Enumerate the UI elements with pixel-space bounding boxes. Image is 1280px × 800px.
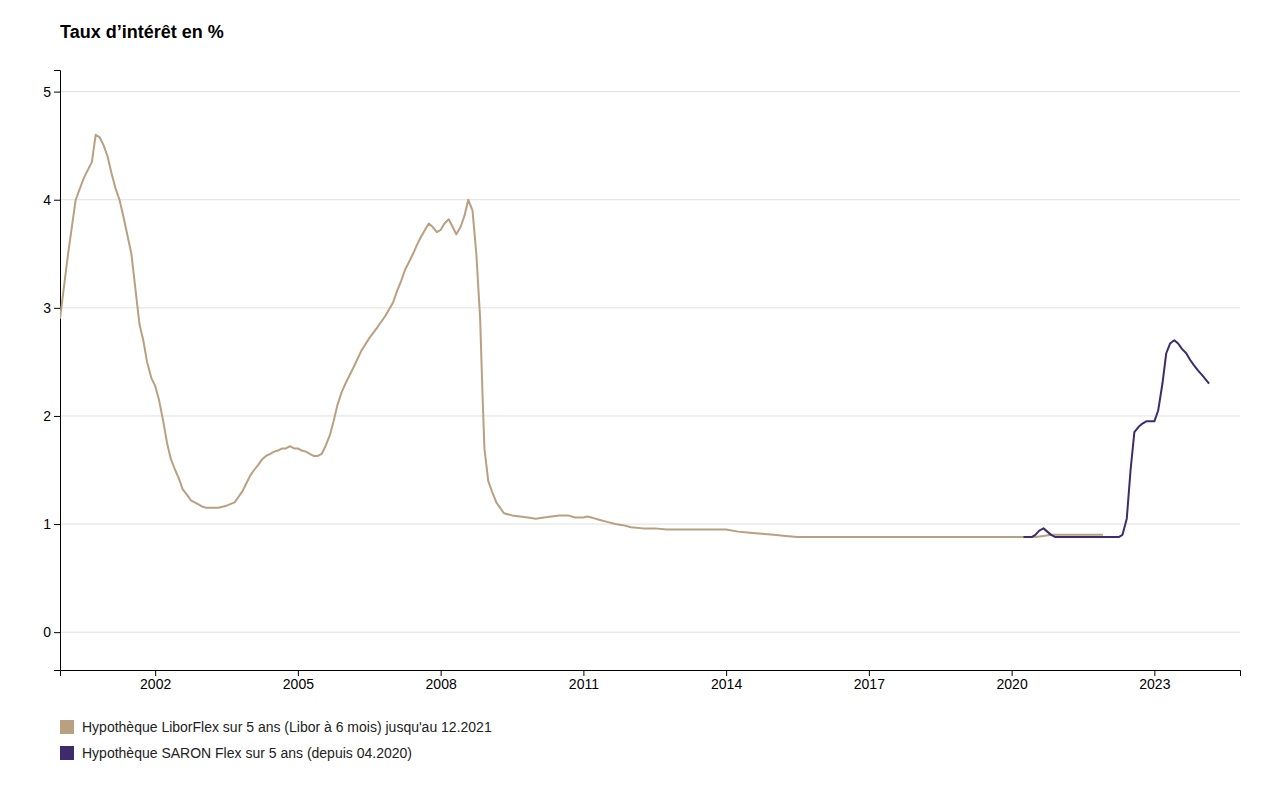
- tick-mark: [54, 308, 60, 309]
- tick: 2008: [426, 670, 457, 692]
- legend-swatch: [60, 746, 74, 760]
- tick-label: 2002: [140, 676, 171, 692]
- tick-label: 2014: [711, 676, 742, 692]
- tick: 2002: [140, 670, 171, 692]
- tick: 2: [43, 408, 60, 424]
- tick: 4: [43, 192, 60, 208]
- x-axis: 2002 2005 2008 2011 2014 2017 2020 2023: [61, 670, 1241, 692]
- tick: 5: [43, 84, 60, 100]
- tick-mark: [54, 416, 60, 417]
- tick: 2017: [854, 670, 885, 692]
- grid: [60, 92, 1240, 633]
- y-axis: 0 1 2 3 4 5: [43, 71, 60, 671]
- tick-label: 2011: [569, 676, 599, 692]
- legend-item: Hypothèque LiborFlex sur 5 ans (Libor à …: [60, 719, 492, 735]
- legend: Hypothèque LiborFlex sur 5 ans (Libor à …: [60, 719, 492, 761]
- axis-line: [61, 671, 1241, 677]
- tick-label: 2023: [1139, 676, 1170, 692]
- tick-label: 2008: [426, 676, 457, 692]
- legend-item: Hypothèque SARON Flex sur 5 ans (depuis …: [60, 745, 412, 761]
- tick-mark: [54, 200, 60, 201]
- legend-swatch: [60, 720, 74, 734]
- legend-label: Hypothèque LiborFlex sur 5 ans (Libor à …: [82, 719, 492, 735]
- tick: 1: [43, 516, 60, 532]
- plot: 2002 2005 2008 2011 2014 2017 2020 2023 0 1 2 3 4 5: [43, 71, 1240, 692]
- tick-label: 4: [43, 192, 51, 208]
- grid-line: [60, 307, 1240, 308]
- grid-line: [60, 415, 1240, 416]
- grid-line: [60, 91, 1240, 92]
- tick: 2005: [283, 670, 314, 692]
- tick-label: 3: [43, 300, 51, 316]
- axis-line: [54, 71, 61, 671]
- series-line: [1024, 340, 1210, 537]
- tick: 0: [43, 624, 60, 640]
- tick-mark: [54, 632, 60, 633]
- title: Taux d’intérêt en %: [60, 22, 224, 42]
- grid-line: [60, 632, 1240, 633]
- tick-label: 5: [43, 84, 51, 100]
- series-group: [60, 135, 1209, 537]
- tick-label: 0: [43, 624, 51, 640]
- tick-label: 2020: [997, 676, 1028, 692]
- tick: 3: [43, 300, 60, 316]
- tick-label: 2: [43, 408, 51, 424]
- tick-mark: [54, 92, 60, 93]
- tick-label: 2005: [283, 676, 314, 692]
- grid-line: [60, 524, 1240, 525]
- tick: 2014: [711, 670, 742, 692]
- legend-label: Hypothèque SARON Flex sur 5 ans (depuis …: [82, 745, 412, 761]
- tick-label: 1: [43, 516, 51, 532]
- tick-mark: [54, 524, 60, 525]
- series-line: [60, 135, 1103, 537]
- tick: 2023: [1139, 670, 1170, 692]
- chart: 2002 2005 2008 2011 2014 2017 2020 2023 0 1 2 3 4 5 Ta…: [0, 0, 1280, 800]
- grid-line: [60, 199, 1240, 200]
- tick: 2011: [569, 670, 599, 692]
- tick: 2020: [997, 670, 1028, 692]
- tick-label: 2017: [854, 676, 885, 692]
